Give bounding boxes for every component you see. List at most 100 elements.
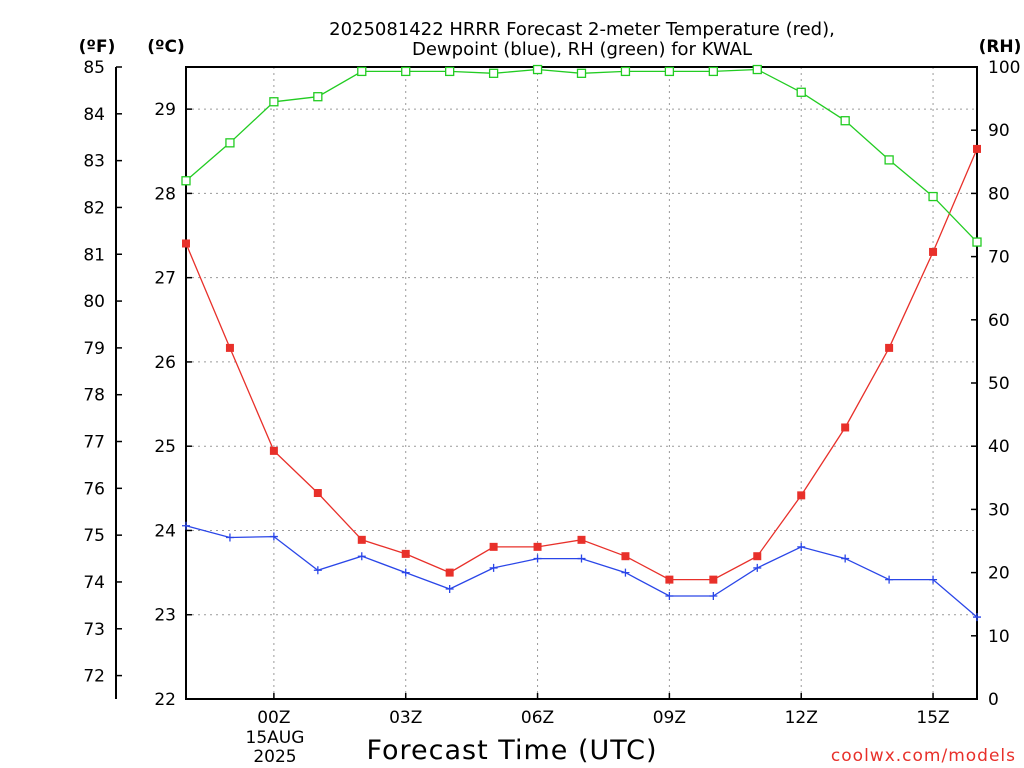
temperature-line bbox=[185, 148, 978, 581]
rh-tick-label: 100 bbox=[988, 58, 1020, 78]
rh-series bbox=[181, 64, 982, 247]
fahrenheit-unit-label: (ºF) bbox=[79, 37, 116, 57]
temperature-point bbox=[445, 568, 454, 577]
rh-point bbox=[796, 87, 806, 97]
rh-tick-label: 80 bbox=[988, 184, 1010, 204]
temperature-point bbox=[401, 549, 410, 558]
celsius-unit-label: (ºC) bbox=[147, 37, 185, 57]
rh-point bbox=[313, 92, 323, 102]
temperature-point bbox=[621, 552, 630, 561]
rh-tick-label: 20 bbox=[988, 564, 1010, 584]
temperature-series bbox=[182, 144, 981, 584]
x-axis-title: Forecast Time (UTC) bbox=[366, 735, 657, 766]
temperature-point bbox=[182, 239, 190, 248]
rh-point bbox=[708, 66, 718, 77]
time-tick-label: 06Z bbox=[521, 708, 554, 728]
celsius-tick-label: 26 bbox=[154, 353, 176, 373]
temperature-point bbox=[489, 542, 498, 551]
dewpoint-point bbox=[313, 566, 322, 575]
gridlines bbox=[186, 67, 977, 699]
dewpoint-point bbox=[709, 592, 718, 601]
rh-tick-label: 30 bbox=[988, 500, 1010, 520]
rh-tick-label: 10 bbox=[988, 627, 1010, 647]
dewpoint-point bbox=[357, 552, 366, 561]
dewpoint-series bbox=[182, 521, 981, 622]
fahrenheit-axis-ticks: 72 73 74 75 76 77 78 79 80 81 82 83 84 85 bbox=[83, 58, 122, 687]
rh-tick-label: 90 bbox=[988, 121, 1010, 141]
temperature-point bbox=[885, 343, 894, 352]
celsius-tick-label: 23 bbox=[154, 606, 176, 626]
rh-point bbox=[840, 116, 850, 126]
rh-tick-label: 70 bbox=[988, 248, 1010, 268]
rh-tick-label: 40 bbox=[988, 437, 1010, 457]
celsius-tick-label: 28 bbox=[154, 184, 176, 204]
rh-point bbox=[576, 68, 587, 78]
fahrenheit-tick-label: 80 bbox=[83, 292, 105, 312]
fahrenheit-tick-label: 85 bbox=[83, 58, 105, 78]
celsius-axis-ticks: 22 23 24 25 26 27 28 29 bbox=[154, 100, 192, 710]
fahrenheit-tick-label: 74 bbox=[83, 573, 105, 593]
dewpoint-point bbox=[225, 533, 234, 542]
temperature-point bbox=[753, 552, 762, 561]
dewpoint-point bbox=[973, 613, 981, 622]
celsius-tick-label: 24 bbox=[154, 521, 176, 541]
temperature-point bbox=[225, 343, 234, 352]
rh-point bbox=[928, 191, 938, 202]
temperature-point bbox=[841, 423, 850, 432]
fahrenheit-tick-label: 79 bbox=[83, 339, 105, 359]
fahrenheit-tick-label: 77 bbox=[83, 433, 105, 453]
dewpoint-point bbox=[929, 575, 938, 584]
fahrenheit-tick-label: 82 bbox=[83, 198, 105, 218]
credit-link[interactable]: coolwx.com/models bbox=[831, 746, 1016, 766]
rh-point bbox=[401, 66, 411, 77]
dewpoint-point bbox=[577, 554, 586, 563]
dewpoint-point bbox=[621, 568, 630, 577]
rh-tick-label: 50 bbox=[988, 374, 1010, 394]
plot-frame bbox=[185, 66, 978, 700]
data-series bbox=[181, 64, 982, 622]
rh-line bbox=[185, 68, 978, 243]
date-label-year: 2025 bbox=[253, 747, 296, 767]
time-tick-label: 00Z bbox=[257, 708, 290, 728]
dewpoint-point bbox=[489, 563, 498, 572]
fahrenheit-tick-label: 84 bbox=[83, 105, 105, 125]
rh-point bbox=[357, 66, 367, 77]
dewpoint-point bbox=[533, 554, 542, 563]
dewpoint-point bbox=[401, 568, 410, 577]
temperature-point bbox=[665, 575, 674, 584]
chart-title-line-1: 2025081422 HRRR Forecast 2-meter Tempera… bbox=[329, 19, 835, 40]
time-axis-ticks: 00Z 03Z 06Z 09Z 12Z 15Z bbox=[257, 693, 950, 728]
dewpoint-point bbox=[797, 542, 806, 551]
time-tick-label: 15Z bbox=[916, 708, 949, 728]
temperature-point bbox=[973, 144, 981, 153]
rh-tick-label: 60 bbox=[988, 311, 1010, 331]
temperature-point bbox=[797, 491, 806, 500]
rh-point bbox=[972, 237, 982, 247]
rh-axis-ticks: 0 10 20 30 40 50 60 70 80 90 100 bbox=[971, 58, 1020, 710]
rh-point bbox=[445, 66, 455, 77]
rh-point bbox=[488, 68, 499, 78]
rh-point bbox=[225, 138, 235, 148]
celsius-tick-label: 25 bbox=[154, 437, 176, 457]
dewpoint-point bbox=[269, 532, 278, 541]
rh-point bbox=[884, 155, 894, 165]
fahrenheit-tick-label: 81 bbox=[83, 245, 105, 265]
dewpoint-point bbox=[182, 521, 190, 530]
rh-point bbox=[664, 66, 675, 77]
temperature-point bbox=[709, 575, 718, 584]
temperature-point bbox=[929, 247, 938, 256]
rh-point bbox=[752, 64, 762, 75]
fahrenheit-tick-label: 76 bbox=[83, 479, 105, 499]
dewpoint-point bbox=[445, 584, 454, 593]
time-tick-label: 12Z bbox=[785, 708, 818, 728]
dewpoint-point bbox=[841, 554, 850, 563]
time-tick-label: 09Z bbox=[653, 708, 686, 728]
temperature-point bbox=[269, 446, 278, 455]
fahrenheit-tick-label: 73 bbox=[83, 620, 105, 640]
time-tick-label: 03Z bbox=[389, 708, 422, 728]
temperature-point bbox=[313, 489, 322, 498]
fahrenheit-tick-label: 78 bbox=[83, 386, 105, 406]
rh-point bbox=[269, 97, 279, 107]
dewpoint-point bbox=[885, 575, 894, 584]
celsius-tick-label: 22 bbox=[154, 690, 176, 710]
